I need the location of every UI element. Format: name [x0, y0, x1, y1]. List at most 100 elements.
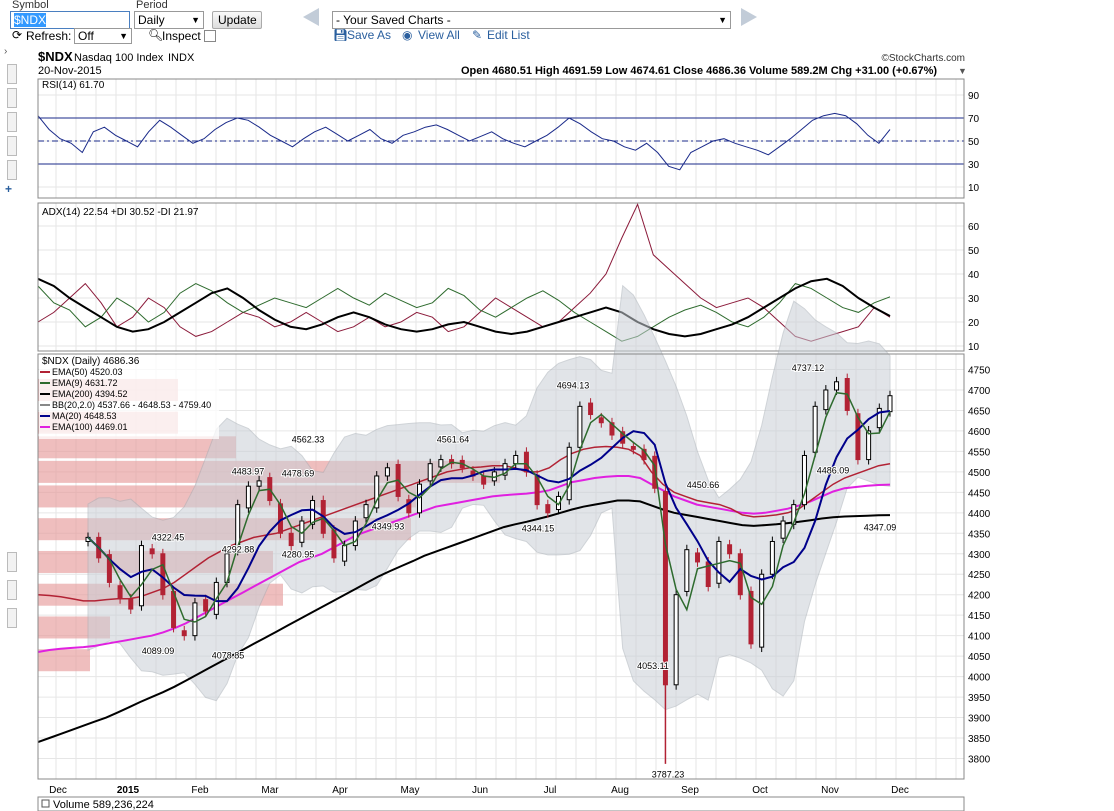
refresh-select[interactable]: Off ▼ [74, 28, 132, 44]
chevron-down-icon: ▼ [718, 15, 727, 25]
price-panel: 4750 4700 4650 4600 4550 4500 4450 4400 4350 4300… [37, 284, 991, 796]
candle-body [791, 504, 797, 525]
legend-bg [39, 355, 219, 439]
y-tick-label: 4400 [968, 509, 991, 520]
period-select[interactable]: Daily ▼ [134, 11, 204, 29]
candle-body [374, 475, 380, 509]
x-tick-label: Nov [821, 785, 839, 796]
edit-list-link[interactable]: Edit List [487, 28, 530, 42]
y-tick-label: 3950 [968, 693, 991, 704]
candle-body [149, 548, 155, 555]
candle-body [481, 475, 487, 485]
candle-body [866, 430, 872, 461]
header-symbol: $NDX [38, 49, 73, 64]
ema100-line [37, 475, 891, 653]
next-chart-icon[interactable] [741, 8, 757, 26]
sidebar-tab[interactable] [7, 112, 17, 132]
volume-icon [41, 799, 50, 808]
candle-body [363, 504, 369, 519]
candle-body [684, 549, 690, 592]
candle-body [652, 455, 658, 489]
candle-body [695, 552, 701, 563]
plus-icon[interactable]: + [5, 182, 13, 196]
y-tick-label: 4500 [968, 468, 991, 479]
chart-header: $NDX Nasdaq 100 Index INDX 20-Nov-2015 ©… [38, 49, 965, 77]
sidebar-tab[interactable] [7, 64, 17, 84]
x-tick-label: Jun [472, 785, 488, 796]
x-tick-label: Apr [332, 785, 348, 796]
sidebar-tab[interactable] [7, 608, 17, 628]
y-tick-label: 10 [968, 183, 980, 194]
candle-body [737, 553, 743, 596]
legend-entry: EMA(200) 4394.52 [52, 389, 128, 399]
data-label: 4478.69 [282, 469, 315, 479]
pencil-icon: ✎ [472, 28, 483, 42]
chevron-right-icon[interactable]: › [4, 46, 8, 57]
saved-charts-select[interactable]: - Your Saved Charts - ▼ [332, 11, 731, 29]
candle-body [801, 454, 807, 506]
candle-body [855, 413, 861, 461]
y-tick-label: 4550 [968, 447, 991, 458]
header-exchange: INDX [168, 52, 195, 64]
top-chevron-icons[interactable]: ▼ [958, 66, 967, 76]
y-tick-label: 4650 [968, 406, 991, 417]
chevron-down-icon[interactable]: ▼ [958, 66, 967, 76]
eye-icon: ◉ [402, 28, 413, 42]
candle-body [577, 405, 583, 448]
sidebar-tab[interactable] [7, 88, 17, 108]
y-tick-label: 10 [968, 342, 980, 353]
y-tick-label: 20 [968, 318, 980, 329]
data-label: 4562.33 [292, 434, 325, 444]
adx-panel: 60 50 40 30 20 10 ADX(14) 22.54 +DI 30.52 -DI … [37, 202, 980, 353]
sidebar-tab[interactable] [7, 136, 17, 156]
candle-body [138, 545, 144, 607]
inspect-checkbox[interactable] [204, 30, 216, 42]
period-label: Period [136, 0, 168, 11]
ema9-line [87, 391, 891, 623]
candle-body [427, 463, 433, 482]
x-tick-label: Feb [191, 785, 209, 796]
y-tick-label: 4450 [968, 488, 991, 499]
candle-body [288, 532, 294, 547]
ema50-line [37, 445, 891, 602]
sidebar-tab[interactable] [7, 580, 17, 600]
view-all-link[interactable]: View All [418, 28, 460, 42]
rsi-panel: 90 70 50 30 10 RSI(14) 61.70 [37, 78, 980, 199]
panel-frame [37, 78, 965, 199]
candle-body [310, 500, 316, 525]
y-tick-label: 60 [968, 222, 980, 233]
symbol-input[interactable]: $NDX [10, 11, 130, 29]
y-tick-label: 4150 [968, 611, 991, 622]
data-label: 4694.13 [557, 380, 590, 390]
x-tick-label: Jul [544, 785, 557, 796]
chevron-down-icon: ▼ [191, 15, 200, 25]
candle-body [106, 554, 112, 583]
y-tick-label: 4250 [968, 570, 991, 581]
y-tick-label: 4050 [968, 652, 991, 663]
candle-body [823, 389, 829, 411]
save-as-link[interactable]: Save As [347, 28, 392, 42]
header-name: Nasdaq 100 Index [74, 52, 164, 64]
header-date: 20-Nov-2015 [38, 65, 102, 77]
data-label: 4292.88 [222, 545, 255, 555]
rsi-line [37, 112, 891, 171]
candle-body [887, 395, 893, 413]
y-tick-label: 4600 [968, 427, 991, 438]
volume-label: Volume 589,236,224 [53, 799, 154, 811]
update-button[interactable]: Update [212, 11, 262, 29]
candle-body [812, 405, 818, 453]
legend-entry: EMA(100) 4469.01 [52, 422, 128, 432]
candle-body [160, 553, 166, 596]
quote-line: Open 4680.51 High 4691.59 Low 4674.61 Cl… [461, 65, 937, 77]
data-label: 4561.64 [437, 435, 470, 445]
sidebar-tab[interactable] [7, 552, 17, 572]
volume-by-price-bar [38, 436, 236, 459]
previous-chart-icon[interactable] [303, 8, 319, 26]
panel-frame [37, 353, 965, 780]
legend-entry: BB(20,2.0) 4537.66 - 4648.53 - 4759.40 [52, 400, 211, 410]
refresh-select-value: Off [78, 29, 94, 43]
panel-frame [37, 202, 965, 352]
sidebar-tab[interactable] [7, 160, 17, 180]
y-tick-label: 50 [968, 137, 980, 148]
legend-entry: EMA(9) 4631.72 [52, 378, 118, 388]
